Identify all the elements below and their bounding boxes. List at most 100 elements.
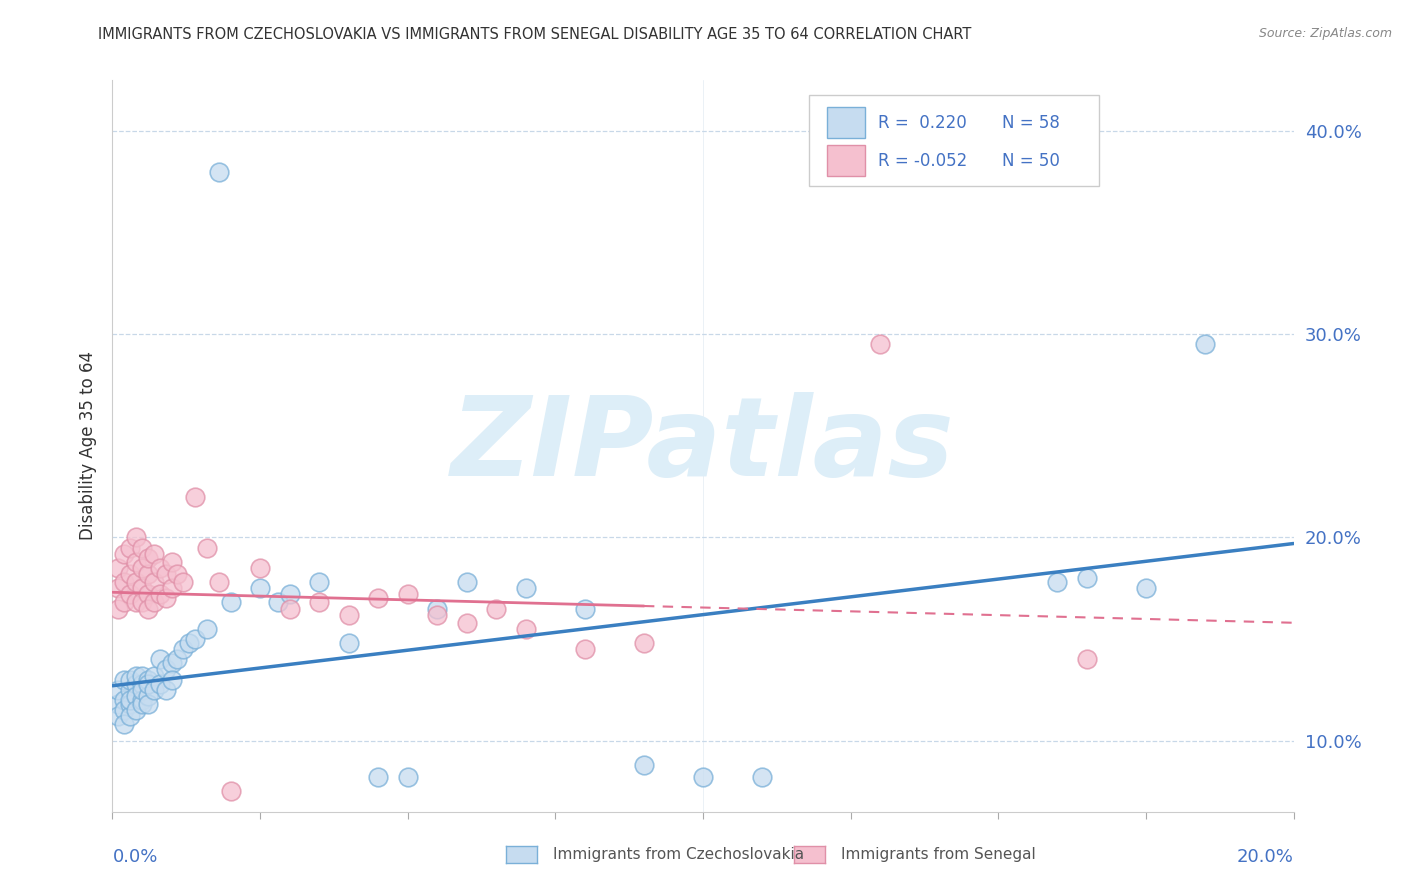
Point [160, 555, 183, 569]
Point [112, 547, 135, 561]
Point [337, 607, 360, 622]
Point [142, 575, 165, 590]
Text: Immigrants from Senegal: Immigrants from Senegal [841, 847, 1036, 862]
Text: N = 58: N = 58 [1002, 113, 1060, 132]
Point [125, 689, 148, 703]
Point [208, 575, 231, 590]
Point [515, 581, 537, 595]
Point [633, 758, 655, 772]
Point [149, 587, 172, 601]
Point [107, 561, 129, 575]
Point [107, 697, 129, 711]
Point [136, 697, 159, 711]
Point [125, 595, 148, 609]
Point [278, 601, 301, 615]
Point [184, 632, 207, 646]
Point [136, 601, 159, 615]
Text: 0.0%: 0.0% [112, 848, 157, 866]
Point [195, 622, 218, 636]
Point [155, 567, 177, 582]
Point [1046, 575, 1069, 590]
Point [515, 622, 537, 636]
Y-axis label: Disability Age 35 to 64: Disability Age 35 to 64 [79, 351, 97, 541]
Point [184, 490, 207, 504]
Point [107, 682, 129, 697]
Point [125, 703, 148, 717]
Point [179, 636, 201, 650]
Text: Source: ZipAtlas.com: Source: ZipAtlas.com [1258, 27, 1392, 40]
Point [112, 595, 135, 609]
Point [692, 770, 714, 784]
Text: IMMIGRANTS FROM CZECHOSLOVAKIA VS IMMIGRANTS FROM SENEGAL DISABILITY AGE 35 TO 6: IMMIGRANTS FROM CZECHOSLOVAKIA VS IMMIGR… [98, 27, 972, 42]
Point [1076, 571, 1098, 585]
Point [149, 561, 172, 575]
Point [107, 581, 129, 595]
Point [131, 541, 153, 555]
Point [107, 601, 129, 615]
Point [155, 591, 177, 606]
Point [219, 784, 242, 798]
Point [172, 642, 194, 657]
Text: 20.0%: 20.0% [1237, 848, 1294, 866]
Point [456, 615, 478, 630]
Point [219, 595, 242, 609]
Point [195, 541, 218, 555]
Point [208, 164, 231, 178]
Text: ZIPatlas: ZIPatlas [451, 392, 955, 500]
Point [426, 607, 449, 622]
Point [136, 567, 159, 582]
Point [1135, 581, 1157, 595]
Point [131, 682, 153, 697]
Point [142, 682, 165, 697]
Point [125, 555, 148, 569]
Point [112, 693, 135, 707]
Point [1076, 652, 1098, 666]
Point [120, 709, 142, 723]
Point [131, 595, 153, 609]
Point [456, 575, 478, 590]
Point [112, 575, 135, 590]
Point [426, 601, 449, 615]
Point [112, 703, 135, 717]
Point [131, 581, 153, 595]
Point [125, 575, 148, 590]
Point [337, 636, 360, 650]
Point [267, 595, 290, 609]
Point [485, 601, 508, 615]
Point [125, 668, 148, 682]
Point [112, 717, 135, 731]
Point [149, 677, 172, 691]
Text: R =  0.220: R = 0.220 [877, 113, 966, 132]
Point [278, 587, 301, 601]
FancyBboxPatch shape [827, 107, 865, 138]
FancyBboxPatch shape [810, 95, 1098, 186]
Point [120, 587, 142, 601]
Point [155, 682, 177, 697]
Point [751, 770, 773, 784]
Point [869, 337, 891, 351]
Point [308, 575, 330, 590]
Point [136, 673, 159, 687]
Point [142, 595, 165, 609]
Point [172, 575, 194, 590]
Point [149, 652, 172, 666]
Point [249, 561, 271, 575]
Point [155, 663, 177, 677]
Point [166, 567, 188, 582]
Point [396, 770, 419, 784]
Text: N = 50: N = 50 [1002, 152, 1060, 169]
Point [120, 673, 142, 687]
Point [131, 693, 153, 707]
Point [574, 642, 596, 657]
Point [1194, 337, 1216, 351]
Point [136, 587, 159, 601]
Text: R = -0.052: R = -0.052 [877, 152, 967, 169]
Point [120, 567, 142, 582]
FancyBboxPatch shape [827, 145, 865, 176]
Point [120, 541, 142, 555]
Point [120, 693, 142, 707]
Point [142, 547, 165, 561]
Point [107, 709, 129, 723]
Point [574, 601, 596, 615]
Text: Immigrants from Czechoslovakia: Immigrants from Czechoslovakia [553, 847, 804, 862]
